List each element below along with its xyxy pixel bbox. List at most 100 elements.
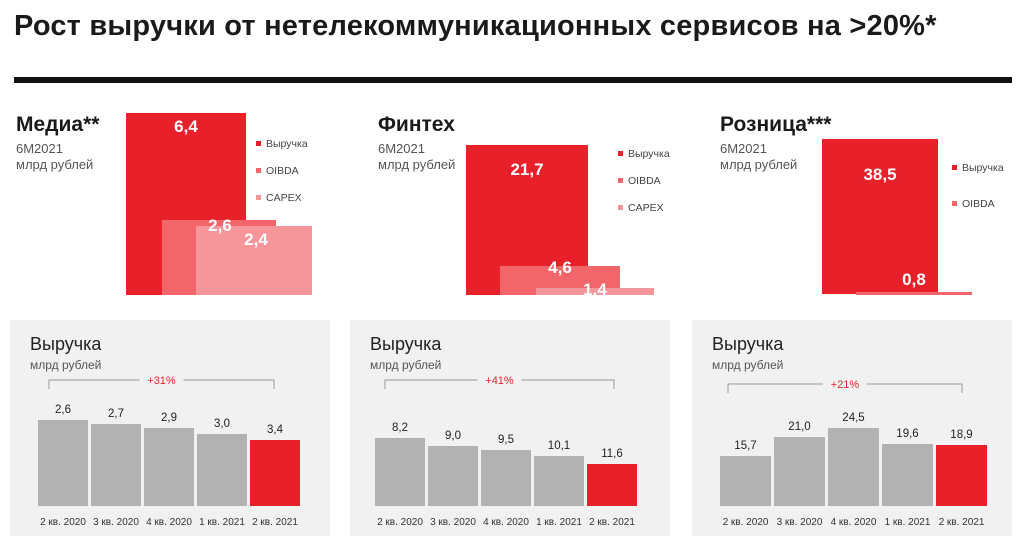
category-label: 3 кв. 2020 — [93, 517, 139, 528]
category-label: 1 кв. 2021 — [199, 517, 245, 528]
legend-label: OIBDA — [962, 198, 995, 210]
bar-value-label: 8,2 — [392, 422, 408, 434]
bar-value-label: 3,4 — [267, 424, 284, 436]
title-divider — [14, 77, 1012, 83]
segment-title: Медиа** — [16, 113, 100, 136]
segment-bar-oibda — [856, 292, 972, 295]
revenue-bar — [720, 456, 771, 506]
segment-value-label: 0,8 — [902, 270, 926, 289]
panel-unit: млрд рублей — [370, 358, 442, 372]
revenue-bar — [197, 434, 247, 506]
category-label: 2 кв. 2021 — [939, 517, 985, 528]
segment-unit: млрд рублей — [378, 157, 456, 172]
category-label: 2 кв. 2020 — [40, 517, 86, 528]
category-label: 2 кв. 2021 — [589, 517, 635, 528]
legend-swatch — [618, 205, 623, 210]
revenue-chart-fintech: 8,2 2 кв. 2020 9,0 3 кв. 2020 9,5 4 кв. 2020 1… — [375, 375, 637, 528]
revenue-bar — [828, 428, 879, 506]
revenue-bar — [428, 446, 478, 506]
legend-swatch — [256, 168, 261, 173]
segment-bar-capex — [536, 288, 654, 295]
bar-value-label: 18,9 — [950, 429, 972, 441]
segment-retail: Розница*** 6М2021 млрд рублей 38,5 0,8 Выр… — [720, 95, 1024, 305]
bar-value-label: 9,0 — [445, 430, 461, 442]
segment-legend: Выручка OIBDA — [952, 159, 1004, 222]
revenue-panel-fintech: Выручка млрд рублей 8,2 2 кв. 2020 9,0 3 кв… — [350, 320, 670, 536]
segment-legend: Выручка OIBDA CAPEX — [618, 145, 670, 226]
category-label: 4 кв. 2020 — [831, 517, 877, 528]
bar-value-label: 3,0 — [214, 418, 230, 430]
segment-value-label: 2,6 — [208, 216, 232, 235]
segment-period: 6М2021 — [16, 141, 63, 156]
category-label: 3 кв. 2020 — [777, 517, 823, 528]
revenue-bar — [144, 428, 194, 506]
panel-unit: млрд рублей — [30, 358, 102, 372]
growth-bracket — [48, 379, 275, 389]
legend-item-capex: CAPEX — [618, 199, 670, 217]
bar-value-label: 2,7 — [108, 408, 124, 420]
segment-value-label: 4,6 — [548, 258, 572, 277]
legend-item-capex: CAPEX — [256, 189, 308, 207]
segment-legend: Выручка OIBDA CAPEX — [256, 135, 308, 216]
category-label: 2 кв. 2020 — [377, 517, 423, 528]
growth-label: +31% — [147, 375, 176, 387]
growth-bracket — [384, 379, 615, 389]
segment-bar-capex — [196, 226, 312, 295]
legend-label: Выручка — [266, 138, 308, 150]
revenue-bar — [38, 420, 88, 506]
bar-value-label: 19,6 — [896, 428, 918, 440]
revenue-panel-retail: Выручка млрд рублей 15,7 2 кв. 2020 21,0 3 … — [692, 320, 1012, 536]
segment-value-label: 2,4 — [244, 230, 268, 249]
category-label: 3 кв. 2020 — [430, 517, 476, 528]
legend-swatch — [256, 195, 261, 200]
revenue-bar — [587, 464, 637, 506]
page-title: Рост выручки от нетелекоммуникационных с… — [14, 10, 937, 42]
growth-bracket — [727, 383, 963, 393]
bar-value-label: 21,0 — [788, 421, 810, 433]
segment-period: 6М2021 — [378, 141, 425, 156]
revenue-bar — [936, 445, 987, 506]
segment-bar-revenue — [822, 139, 938, 294]
category-label: 2 кв. 2020 — [723, 517, 769, 528]
bar-value-label: 24,5 — [842, 412, 864, 424]
bar-value-label: 15,7 — [734, 440, 756, 452]
legend-swatch — [952, 165, 957, 170]
panel-title: Выручка — [370, 334, 442, 354]
revenue-bar — [481, 450, 531, 506]
legend-item-oibda: OIBDA — [618, 172, 670, 190]
legend-label: Выручка — [628, 148, 670, 160]
bar-value-label: 10,1 — [548, 440, 570, 452]
segment-fintech: Финтех 6М2021 млрд рублей 21,7 4,6 1,4 Выру… — [378, 95, 708, 305]
revenue-bar — [774, 437, 825, 506]
revenue-bar — [534, 456, 584, 506]
category-label: 1 кв. 2021 — [885, 517, 931, 528]
legend-swatch — [618, 151, 623, 156]
segment-value-label: 38,5 — [863, 165, 897, 184]
legend-label: OIBDA — [628, 175, 661, 187]
segment-value-label: 6,4 — [174, 117, 198, 136]
legend-swatch — [952, 201, 957, 206]
revenue-panel-media: Выручка млрд рублей 2,6 2 кв. 2020 2,7 3 кв… — [10, 320, 330, 536]
legend-item-oibda: OIBDA — [256, 162, 308, 180]
revenue-bar — [250, 440, 300, 506]
legend-item-revenue: Выручка — [256, 135, 308, 153]
legend-swatch — [618, 178, 623, 183]
category-label: 2 кв. 2021 — [252, 517, 298, 528]
panel-title: Выручка — [712, 334, 784, 354]
segment-period: 6М2021 — [720, 141, 767, 156]
bar-value-label: 2,6 — [55, 404, 71, 416]
bar-value-label: 9,5 — [498, 434, 514, 446]
segment-title: Финтех — [378, 113, 455, 136]
legend-item-revenue: Выручка — [952, 159, 1004, 177]
segment-value-label: 1,4 — [583, 280, 607, 299]
segment-title: Розница*** — [720, 113, 832, 136]
legend-label: OIBDA — [266, 165, 299, 177]
segment-unit: млрд рублей — [16, 157, 94, 172]
segment-value-label: 21,7 — [510, 160, 544, 179]
category-label: 1 кв. 2021 — [536, 517, 582, 528]
legend-label: CAPEX — [628, 202, 664, 214]
growth-label: +41% — [485, 375, 514, 387]
legend-swatch — [256, 141, 261, 146]
revenue-chart-retail: 15,7 2 кв. 2020 21,0 3 кв. 2020 24,5 4 кв. 20… — [720, 379, 987, 528]
category-label: 4 кв. 2020 — [483, 517, 529, 528]
